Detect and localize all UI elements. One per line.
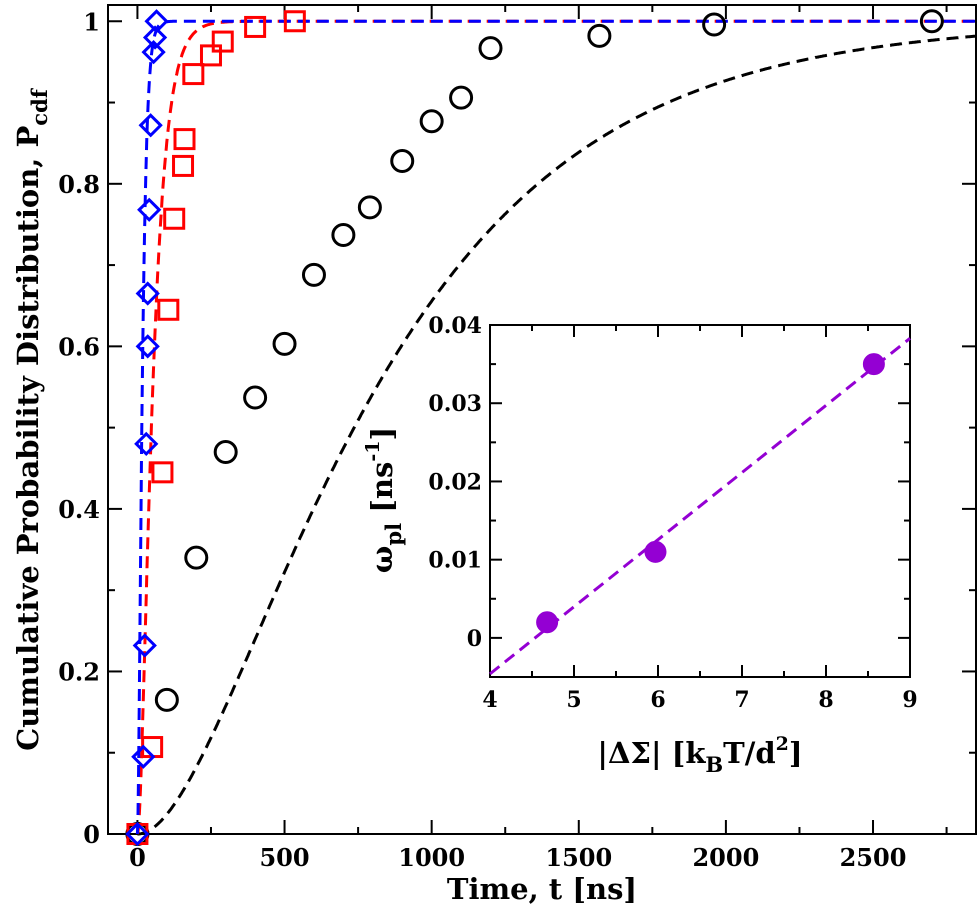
data-point-diamond bbox=[144, 9, 169, 34]
data-point-circle bbox=[301, 262, 326, 287]
data-point-circle bbox=[587, 23, 612, 48]
data-point-circle bbox=[390, 149, 415, 174]
x-tick-label: 500 bbox=[259, 843, 309, 872]
data-point-circle bbox=[154, 687, 179, 712]
inset-plot-background bbox=[490, 325, 910, 677]
main-axis-ticks: 0 500 1000 1500 2000 2500 0 0.2 0.4 0.6 0.8 1 bbox=[58, 5, 976, 872]
inset-x-tick-label: 9 bbox=[902, 687, 917, 713]
inset-axis-ticks: 4 5 6 7 8 9 0 0.01 0.02 0.03 0.04 bbox=[428, 313, 917, 713]
data-point-circle bbox=[213, 440, 238, 465]
x-tick-label: 1500 bbox=[545, 843, 612, 872]
data-point-circle bbox=[478, 36, 503, 61]
inset-x-tick-label: 6 bbox=[650, 687, 665, 713]
data-point-diamond bbox=[135, 334, 160, 359]
inset-x-tick-label: 7 bbox=[734, 687, 749, 713]
inset-y-tick-label: 0.01 bbox=[428, 548, 482, 574]
data-point-square bbox=[283, 10, 306, 33]
data-point-diamond bbox=[135, 281, 160, 306]
data-point-circle bbox=[184, 545, 209, 570]
y-tick-label: 0.8 bbox=[58, 170, 100, 199]
inset-y-tick-label: 0 bbox=[467, 626, 482, 652]
x-tick-label: 1000 bbox=[398, 843, 465, 872]
x-tick-label: 2500 bbox=[840, 843, 907, 872]
data-point-circle bbox=[357, 195, 382, 220]
data-point-square bbox=[172, 154, 195, 177]
inset-data-points bbox=[536, 353, 885, 634]
inset-fit-line bbox=[489, 337, 911, 676]
data-point-circle bbox=[243, 385, 268, 410]
inset-x-tick-label: 8 bbox=[818, 687, 833, 713]
data-point-circle bbox=[331, 223, 356, 248]
data-point-circle bbox=[449, 85, 474, 110]
data-point-diamond bbox=[141, 40, 166, 65]
data-point-square bbox=[151, 461, 174, 484]
main-data-points bbox=[125, 9, 944, 847]
inset-data-point bbox=[536, 611, 559, 634]
data-point-square bbox=[199, 44, 222, 67]
data-point-diamond bbox=[132, 633, 157, 658]
inset-linear-fit bbox=[489, 337, 911, 676]
main-plot-frame bbox=[107, 4, 977, 835]
x-tick-label: 2000 bbox=[692, 843, 759, 872]
inset-x-tick-label: 4 bbox=[482, 687, 497, 713]
main-fit-curves bbox=[135, 19, 977, 836]
data-point-square bbox=[244, 15, 267, 38]
blue-diamonds-fit-curve bbox=[135, 19, 976, 835]
data-point-diamond bbox=[137, 197, 162, 222]
data-point-square bbox=[173, 128, 196, 151]
main-y-axis-label: Cumulative Probability Distribution, Pcd… bbox=[11, 87, 52, 751]
data-point-circle bbox=[272, 331, 297, 356]
data-point-diamond bbox=[131, 744, 156, 769]
inset-x-tick-label: 5 bbox=[566, 687, 581, 713]
main-x-axis-label: Time, t [ns] bbox=[447, 872, 637, 906]
y-tick-label: 0 bbox=[83, 820, 100, 849]
data-point-circle bbox=[702, 12, 727, 37]
data-point-square bbox=[157, 298, 180, 321]
data-point-circle bbox=[919, 9, 944, 34]
inset-data-point bbox=[644, 540, 667, 563]
data-point-diamond bbox=[138, 113, 163, 138]
inset-y-tick-label: 0.04 bbox=[428, 313, 482, 339]
data-point-circle bbox=[419, 109, 444, 134]
y-tick-label: 1 bbox=[83, 7, 100, 36]
inset-y-axis-label: ωpl [ns-1] bbox=[362, 427, 406, 573]
data-point-diamond bbox=[134, 431, 159, 457]
y-tick-label: 0.6 bbox=[58, 332, 100, 361]
data-point-square bbox=[211, 30, 234, 53]
data-point-diamond bbox=[142, 25, 168, 50]
inset-y-tick-label: 0.02 bbox=[428, 469, 482, 495]
data-point-square bbox=[182, 63, 205, 86]
inset-x-axis-label: |ΔΣ| [kBT/d2] bbox=[597, 733, 802, 777]
y-tick-label: 0.4 bbox=[58, 495, 100, 524]
data-point-diamond bbox=[125, 821, 150, 847]
inset-y-tick-label: 0.03 bbox=[428, 391, 482, 417]
x-tick-label: 0 bbox=[129, 843, 146, 872]
black-circles-fit-curve bbox=[137, 34, 977, 836]
inset-data-point bbox=[862, 353, 885, 376]
data-point-square bbox=[163, 207, 186, 230]
y-tick-label: 0.2 bbox=[58, 657, 100, 686]
